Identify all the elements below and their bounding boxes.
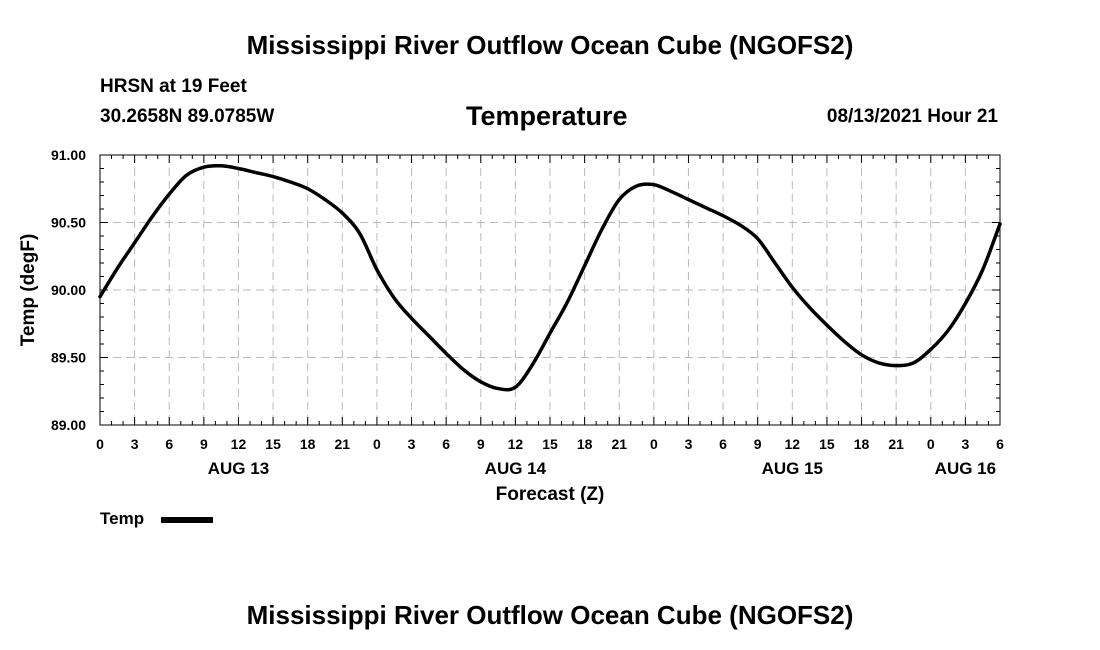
- x-tick-label: 18: [300, 436, 316, 452]
- x-tick-label: 0: [373, 436, 381, 452]
- y-tick-label: 89.50: [51, 350, 86, 366]
- x-tick-label: 6: [442, 436, 450, 452]
- x-tick-label: 6: [719, 436, 727, 452]
- y-tick-label: 90.50: [51, 215, 86, 231]
- legend-line-swatch: [161, 517, 213, 523]
- x-tick-label: 0: [96, 436, 104, 452]
- x-tick-label: 18: [577, 436, 593, 452]
- y-tick-label: 89.00: [51, 417, 86, 433]
- station-label: HRSN at 19 Feet: [100, 76, 247, 97]
- legend-label: Temp: [100, 509, 145, 528]
- x-axis-title: Forecast (Z): [496, 484, 605, 505]
- y-tick-label: 90.00: [51, 282, 86, 298]
- x-tick-label: 12: [508, 436, 524, 452]
- x-tick-label: 3: [131, 436, 139, 452]
- date-label: AUG 15: [762, 459, 823, 478]
- x-tick-label: 12: [231, 436, 247, 452]
- x-tick-label: 18: [854, 436, 870, 452]
- x-tick-label: 9: [754, 436, 762, 452]
- x-tick-label: 9: [200, 436, 208, 452]
- x-tick-label: 3: [961, 436, 969, 452]
- date-label: AUG 16: [935, 459, 996, 478]
- x-tick-label: 9: [477, 436, 485, 452]
- coordinates-label: 30.2658N 89.0785W: [100, 106, 275, 127]
- x-tick-label: 6: [165, 436, 173, 452]
- parameter-title: Temperature: [466, 101, 628, 131]
- date-label: AUG 13: [208, 459, 269, 478]
- x-tick-label: 15: [265, 436, 281, 452]
- x-tick-label: 3: [408, 436, 416, 452]
- chart-title: Mississippi River Outflow Ocean Cube (NG…: [246, 30, 854, 60]
- y-axis-title: Temp (degF): [18, 234, 39, 347]
- x-tick-label: 15: [819, 436, 835, 452]
- x-tick-label: 21: [611, 436, 627, 452]
- x-tick-label: 15: [542, 436, 558, 452]
- footer-title: Mississippi River Outflow Ocean Cube (NG…: [246, 600, 854, 630]
- x-tick-label: 0: [650, 436, 658, 452]
- x-tick-label: 6: [996, 436, 1004, 452]
- x-tick-label: 21: [888, 436, 904, 452]
- x-tick-label: 21: [335, 436, 351, 452]
- datetime-label: 08/13/2021 Hour 21: [826, 106, 998, 127]
- x-tick-label: 12: [785, 436, 801, 452]
- x-tick-label: 0: [927, 436, 935, 452]
- date-label: AUG 14: [485, 459, 547, 478]
- temp-series-line: [98, 163, 1002, 392]
- x-tick-label: 3: [685, 436, 693, 452]
- y-tick-label: 91.00: [51, 147, 86, 163]
